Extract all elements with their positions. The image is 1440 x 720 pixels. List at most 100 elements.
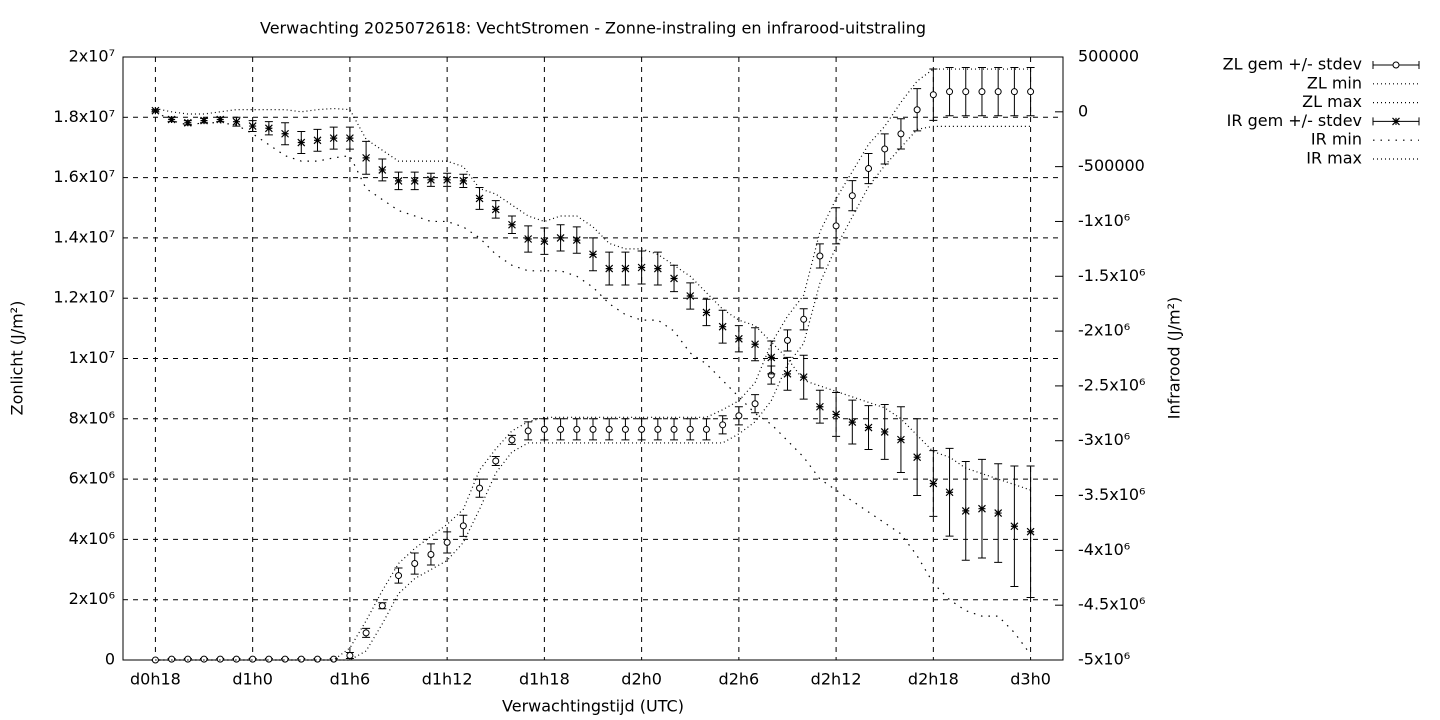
y-tick-label: 2x10⁷ (69, 47, 115, 66)
y-tick-label: 1.2x10⁷ (53, 288, 115, 307)
marker (248, 122, 257, 130)
marker (459, 176, 468, 185)
marker (200, 116, 208, 125)
marker (670, 274, 678, 283)
marker (832, 222, 840, 230)
marker (961, 506, 970, 515)
marker (994, 509, 1003, 518)
marker (476, 484, 484, 492)
marker (621, 425, 629, 433)
marker (281, 129, 289, 138)
marker (978, 504, 986, 513)
marker (540, 237, 549, 246)
marker (848, 192, 856, 200)
y2-tick-label: -1x10⁶ (1078, 211, 1130, 230)
marker (167, 115, 176, 124)
marker (654, 425, 662, 433)
marker (313, 655, 321, 663)
marker (264, 124, 273, 133)
marker (394, 176, 403, 185)
marker (378, 602, 386, 610)
legend-label: IR min (1311, 130, 1362, 149)
marker (410, 176, 419, 185)
marker (216, 115, 225, 124)
marker (880, 428, 889, 436)
marker (1010, 522, 1019, 531)
x-tick-label: d0h18 (130, 670, 181, 689)
marker (929, 479, 938, 488)
marker (524, 235, 533, 243)
y2-tick-label: -4.5x10⁶ (1078, 595, 1145, 614)
x-tick-label: d2h12 (811, 670, 862, 689)
marker (702, 425, 710, 433)
marker (686, 292, 695, 300)
marker (978, 88, 986, 96)
legend-marker (1392, 61, 1400, 69)
y-tick-label: 1x10⁷ (69, 348, 115, 367)
y-tick-label: 6x10⁶ (69, 469, 115, 488)
marker (783, 336, 791, 344)
marker (329, 134, 338, 143)
y2-tick-label: -4x10⁶ (1078, 540, 1130, 559)
x-tick-label: d2h18 (908, 670, 959, 689)
marker (345, 134, 354, 143)
marker (249, 655, 257, 663)
marker (265, 655, 273, 663)
legend-label: IR max (1306, 149, 1362, 168)
marker (751, 340, 759, 349)
marker (881, 145, 889, 153)
x-tick-label: d1h18 (519, 670, 570, 689)
marker (702, 308, 711, 317)
marker (897, 130, 905, 138)
marker (929, 91, 937, 99)
marker (589, 250, 597, 259)
marker (557, 425, 565, 433)
y-tick-label: 1.4x10⁷ (53, 227, 115, 246)
marker (589, 425, 597, 433)
legend-label: ZL gem +/- stdev (1223, 55, 1362, 74)
marker (183, 118, 192, 127)
marker (865, 165, 873, 173)
y-tick-label: 0 (105, 650, 115, 669)
marker (832, 410, 841, 419)
marker (297, 138, 306, 147)
marker (962, 88, 970, 96)
marker (362, 153, 371, 162)
marker (719, 421, 727, 429)
marker (556, 233, 565, 242)
marker (670, 425, 678, 433)
y-tick-label: 2x10⁶ (69, 589, 115, 608)
y2-tick-label: -2.5x10⁶ (1078, 375, 1145, 394)
marker (378, 166, 387, 174)
y2-tick-label: -3x10⁶ (1078, 430, 1130, 449)
marker (1027, 88, 1035, 96)
marker (427, 550, 435, 558)
marker (783, 369, 792, 378)
chart-title: Verwachting 2025072618: VechtStromen - Z… (260, 19, 926, 38)
marker (395, 572, 403, 580)
marker (638, 425, 646, 433)
marker (848, 418, 857, 427)
marker (1026, 527, 1035, 536)
marker (605, 425, 613, 433)
marker (653, 264, 662, 273)
y2-tick-label: -500000 (1078, 156, 1145, 175)
y2-tick-label: -3.5x10⁶ (1078, 485, 1145, 504)
y2-tick-label: 0 (1078, 101, 1088, 120)
line (155, 68, 1031, 661)
marker (816, 252, 824, 260)
marker (459, 522, 467, 530)
marker (994, 88, 1002, 96)
marker (297, 655, 305, 663)
marker (313, 136, 322, 145)
marker (621, 264, 630, 273)
marker (573, 425, 581, 433)
x-tick-label: d2h6 (719, 670, 760, 689)
marker (411, 560, 419, 568)
y-tick-label: 4x10⁶ (69, 529, 115, 548)
line (155, 125, 1031, 661)
x-tick-label: d1h12 (422, 670, 473, 689)
x-tick-label: d3h0 (1010, 670, 1051, 689)
x-tick-label: d2h0 (621, 670, 662, 689)
